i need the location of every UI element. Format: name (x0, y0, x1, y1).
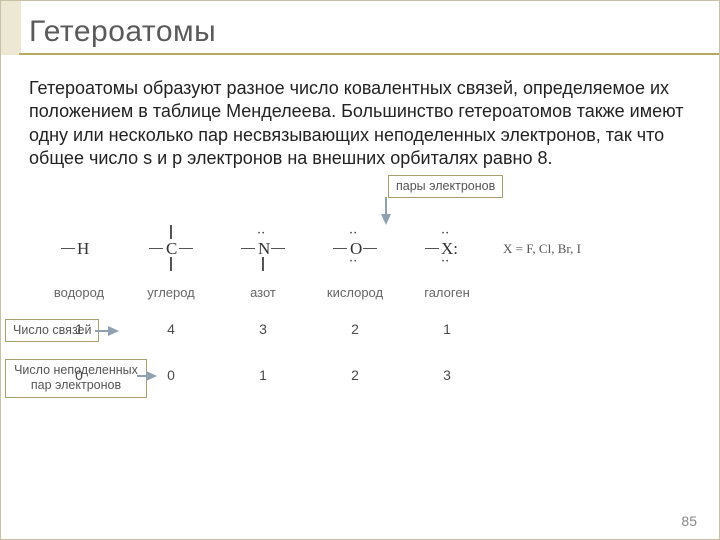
electron-pairs-label: пары электронов (388, 175, 503, 199)
bonds-n: 3 (217, 321, 309, 337)
name-o: кислород (309, 285, 401, 300)
title-block: Гетероатомы (1, 1, 719, 65)
atom-x: •• •• X: (401, 221, 493, 277)
bonds-x: 1 (401, 321, 493, 337)
atoms-row: H C •• N •• •• O •• (33, 221, 697, 277)
name-h: водород (33, 285, 125, 300)
atom-c: C (125, 221, 217, 277)
lonepair-numbers-row: 0 0 1 2 3 (33, 367, 493, 383)
name-n: азот (217, 285, 309, 300)
atom-n: •• N (217, 221, 309, 277)
bonds-c: 4 (125, 321, 217, 337)
lp-x: 3 (401, 367, 493, 383)
halogen-definition: X = F, Cl, Br, I (503, 241, 581, 257)
bonds-h: 1 (33, 321, 125, 337)
lp-h: 0 (33, 367, 125, 383)
bonds-o: 2 (309, 321, 401, 337)
name-c: углерод (125, 285, 217, 300)
title-underline (19, 53, 719, 55)
bond-numbers-row: 1 4 3 2 1 (33, 321, 493, 337)
page-number: 85 (681, 513, 697, 529)
paragraph: Гетероатомы образуют разное число ковале… (1, 65, 719, 177)
atom-names-row: водород углерод азот кислород галоген (33, 285, 493, 300)
lp-o: 2 (309, 367, 401, 383)
name-x: галоген (401, 285, 493, 300)
figure: пары электронов H C •• N •• (13, 181, 707, 421)
arrow-stem-pairs (385, 197, 387, 215)
lp-c: 0 (125, 367, 217, 383)
page-title: Гетероатомы (29, 15, 691, 49)
lp-n: 1 (217, 367, 309, 383)
corner-accent (1, 1, 21, 55)
atom-h: H (33, 221, 125, 277)
atom-o: •• •• O (309, 221, 401, 277)
